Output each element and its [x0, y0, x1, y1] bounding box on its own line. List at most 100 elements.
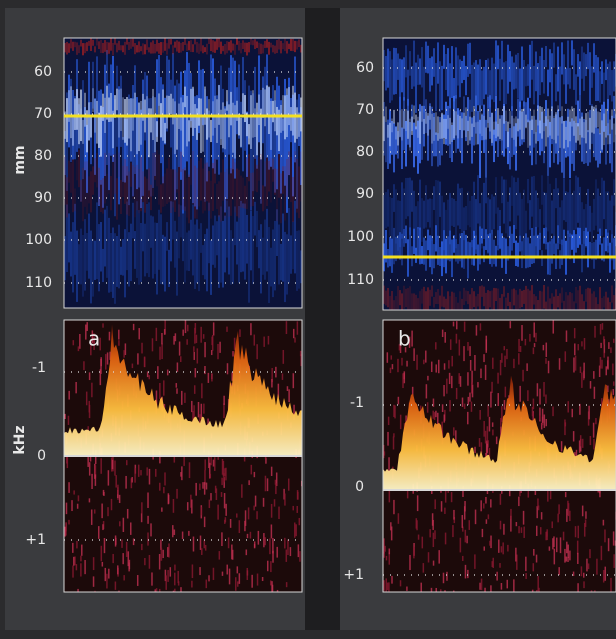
speckle	[501, 176, 503, 203]
speckle	[246, 215, 248, 264]
speckle	[167, 547, 169, 557]
speckle	[475, 510, 477, 525]
speckle	[234, 162, 236, 212]
speckle	[298, 230, 300, 288]
speckle	[505, 387, 507, 398]
speckle	[537, 198, 539, 227]
speckle	[72, 566, 74, 578]
speckle	[210, 181, 212, 219]
speckle	[160, 184, 162, 212]
speckle	[136, 45, 138, 52]
speckle	[470, 360, 472, 371]
speckle	[458, 373, 460, 384]
speckle	[72, 543, 74, 553]
speckle	[194, 225, 196, 289]
speckle	[208, 575, 210, 581]
speckle	[219, 551, 221, 560]
frequency-tick-label: -1	[32, 360, 46, 376]
speckle	[465, 235, 467, 256]
speckle	[403, 286, 405, 309]
speckle	[123, 575, 125, 580]
speckle	[280, 41, 282, 53]
speckle	[386, 556, 388, 561]
speckle	[174, 221, 176, 268]
speckle	[70, 163, 72, 193]
speckle	[553, 189, 555, 244]
speckle	[419, 111, 421, 143]
speckle	[504, 346, 506, 350]
speckle	[201, 404, 203, 419]
speckle	[511, 234, 513, 251]
speckle	[230, 519, 232, 528]
speckle	[129, 560, 131, 569]
speckle	[196, 42, 198, 53]
speckle	[190, 89, 192, 128]
speckle	[467, 44, 469, 77]
speckle	[429, 198, 431, 227]
speckle	[68, 520, 70, 525]
speckle	[471, 65, 473, 112]
speckle	[423, 360, 425, 365]
speckle	[474, 554, 476, 568]
speckle	[582, 439, 584, 448]
speckle	[409, 51, 411, 76]
speckle	[568, 503, 570, 516]
speckle	[451, 492, 453, 502]
speckle	[267, 561, 269, 572]
speckle	[405, 226, 407, 244]
speckle	[186, 232, 188, 270]
speckle	[242, 203, 244, 271]
speckle	[206, 483, 208, 490]
speckle	[509, 128, 511, 169]
speckle	[489, 233, 491, 264]
speckle	[264, 220, 266, 280]
speckle	[525, 557, 527, 571]
speckle	[559, 207, 561, 244]
speckle	[446, 379, 448, 394]
speckle	[536, 526, 538, 536]
speckle	[109, 332, 111, 341]
speckle	[545, 46, 547, 67]
speckle	[133, 324, 135, 330]
speckle	[278, 39, 280, 49]
speckle	[441, 286, 443, 307]
speckle	[509, 111, 511, 124]
frequency-tick-label: -1	[350, 395, 364, 411]
speckle	[254, 202, 256, 236]
speckle	[150, 185, 152, 210]
speckle	[469, 201, 471, 228]
speckle	[161, 344, 163, 359]
speckle	[180, 205, 182, 237]
speckle	[124, 229, 126, 297]
speckle	[241, 484, 243, 497]
speckle	[247, 568, 249, 580]
speckle	[167, 370, 169, 376]
speckle	[443, 119, 445, 144]
speckle	[193, 346, 195, 352]
speckle	[160, 42, 162, 55]
speckle	[102, 178, 104, 214]
speckle	[72, 159, 74, 212]
speckle	[385, 192, 387, 228]
speckle	[191, 581, 193, 588]
speckle	[223, 403, 225, 418]
speckle	[232, 351, 234, 356]
speckle	[541, 175, 543, 204]
speckle	[120, 180, 122, 214]
speckle	[64, 527, 66, 537]
speckle	[465, 530, 467, 543]
speckle	[272, 101, 274, 122]
speckle	[397, 235, 399, 258]
depth-tick-label: 90	[356, 186, 374, 202]
speckle	[177, 362, 179, 371]
speckle	[120, 89, 122, 131]
speckle	[144, 177, 146, 213]
speckle	[177, 571, 179, 583]
speckle	[112, 554, 114, 563]
speckle	[194, 39, 196, 45]
speckle	[206, 580, 208, 589]
speckle	[163, 380, 165, 395]
speckle	[152, 153, 154, 196]
speckle	[583, 581, 585, 588]
speckle	[519, 69, 521, 108]
